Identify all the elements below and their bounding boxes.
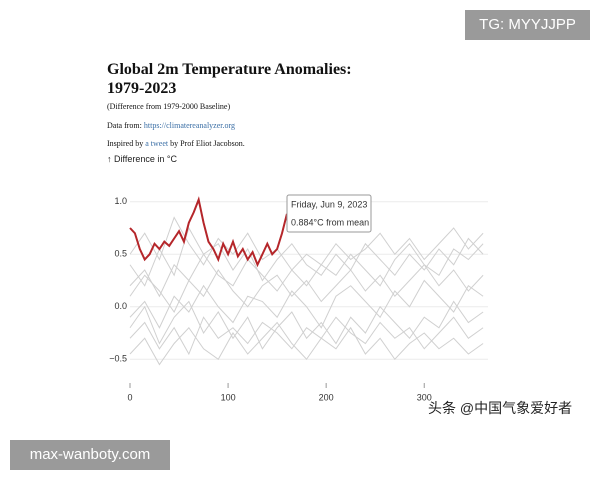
- y-tick-label: 0.5: [114, 249, 127, 259]
- watermark: max-wanboty.com: [10, 440, 170, 470]
- chart-title: Global 2m Temperature Anomalies: 1979-20…: [107, 61, 352, 97]
- y-axis-label: ↑ Difference in °C: [107, 154, 177, 164]
- watermark: 头条 @中国气象爱好者: [428, 400, 573, 416]
- source: Data from: https://climatereanalyzer.org: [107, 121, 235, 130]
- series-line: [129, 242, 484, 298]
- series-line: [129, 216, 484, 271]
- tooltip-box: [286, 194, 372, 233]
- credit: Inspired by a tweet by Prof Eliot Jacobs…: [107, 139, 245, 148]
- credit-link[interactable]: a tweet: [145, 139, 169, 148]
- y-tick-label: −0.5: [109, 354, 127, 364]
- series-line: [129, 196, 288, 268]
- y-tick-label: 0.0: [114, 301, 127, 311]
- series-line: [129, 279, 484, 329]
- credit-suffix: by Prof Eliot Jacobson.: [170, 139, 245, 148]
- watermark: TG: MYYJJPP: [465, 10, 590, 40]
- series-line: [129, 316, 484, 356]
- source-link[interactable]: https://climatereanalyzer.org: [143, 121, 236, 130]
- source-prefix: Data from:: [107, 121, 142, 130]
- x-tick-label: 300: [417, 392, 432, 402]
- credit-prefix: Inspired by: [107, 139, 144, 148]
- series-line: [129, 263, 484, 313]
- tooltip-date: Friday, Jun 9, 2023: [291, 199, 367, 209]
- y-tick-label: 1.0: [114, 196, 127, 206]
- series-line: [129, 226, 484, 287]
- x-tick-label: 100: [221, 392, 236, 402]
- series-line: [129, 321, 484, 366]
- x-tick-label: 200: [319, 392, 334, 402]
- series-line: [129, 300, 484, 350]
- tooltip-value: 0.884°C from mean: [291, 217, 369, 227]
- subtitle: (Difference from 1979-2000 Baseline): [107, 102, 231, 111]
- x-tick-label: 0: [127, 392, 132, 402]
